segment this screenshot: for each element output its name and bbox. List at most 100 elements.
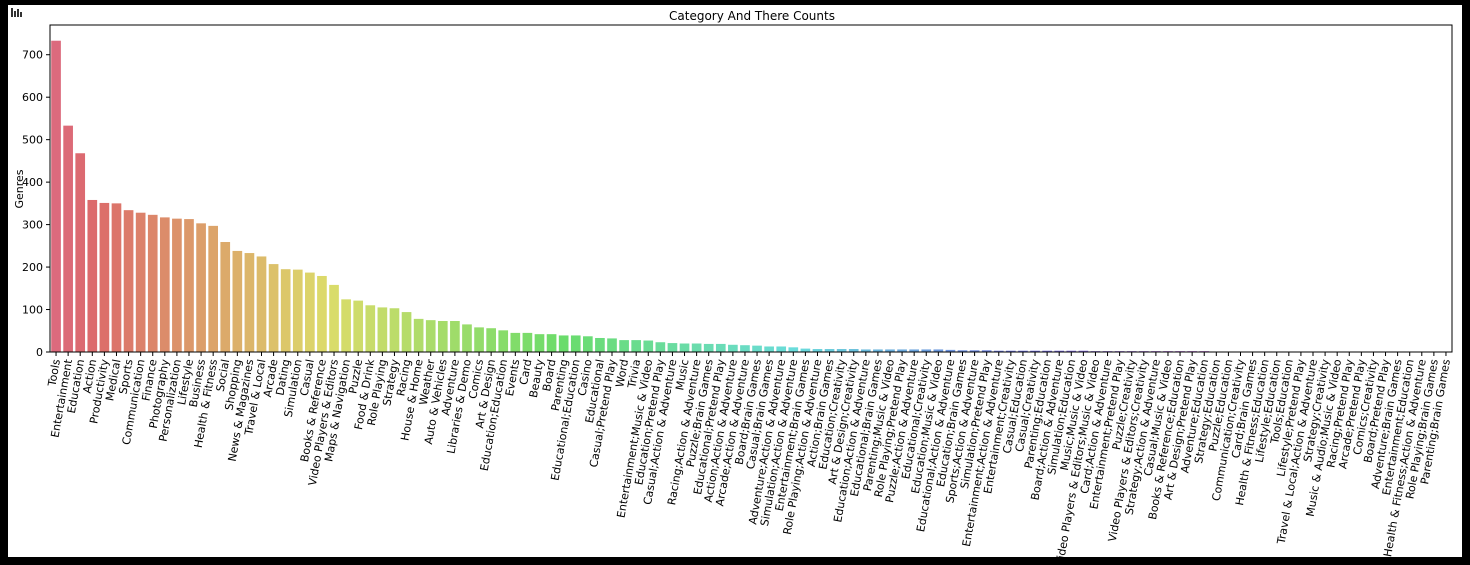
bar [1018,350,1028,352]
bar [268,264,279,352]
bar [764,346,774,352]
x-tick-label: Card [517,358,534,386]
bar [184,219,194,352]
bar [740,345,750,352]
bar [945,349,956,352]
bar [631,340,642,352]
bar [123,210,134,352]
bar [99,202,110,352]
bar [1042,350,1052,352]
bar [570,335,581,352]
x-tick-label: Sports [117,358,136,395]
bar [87,199,98,352]
bar [679,343,690,352]
bar [558,335,569,352]
bar [546,334,557,352]
bar [401,312,412,352]
bar [51,40,61,353]
bar [691,343,702,352]
bar [836,349,847,352]
x-tick-label: Tools [45,358,63,388]
plot-frame [49,24,1453,353]
bar [667,343,678,352]
y-tick-label: 200 [22,261,43,274]
bar [232,250,243,352]
bar [776,346,787,352]
y-tick-label: 600 [22,91,43,104]
bar [510,332,521,352]
bar [280,269,291,352]
bar [437,320,448,352]
x-tick-label: Casual [298,358,317,397]
bar [909,349,919,352]
bar [413,318,424,352]
x-tick-label: Events [503,358,522,397]
bar [341,299,351,352]
bar [583,336,593,352]
bar [957,350,968,352]
bar [474,327,484,352]
bar [1030,350,1040,352]
y-tick-label: 500 [22,134,43,147]
x-tick-label: Casino [576,358,595,397]
bar [981,350,992,352]
bar [135,212,146,352]
bar [317,275,327,352]
bar [595,337,605,352]
x-tick-label: Word [613,358,631,388]
bar [159,217,170,352]
x-tick-label: Social [214,358,232,392]
bar [873,349,883,352]
x-tick-label: Action [80,358,99,394]
x-tick-label: Music [673,358,691,391]
bar [752,345,762,352]
bar [933,349,944,352]
y-tick-label: 100 [22,304,43,317]
y-axis-label: Genres [13,169,26,208]
y-tick-label: 300 [22,219,43,232]
chart-icon [11,8,22,17]
bar [292,269,303,352]
bar [196,223,206,352]
bar [329,284,339,352]
x-tick-label: Trivia [625,358,643,390]
bar [969,350,980,352]
bar [462,324,472,352]
bar [220,242,231,352]
bar [860,349,871,352]
bar [824,349,835,352]
bar [921,349,932,352]
bar [728,344,738,352]
bar [643,340,654,352]
bar [389,308,400,352]
y-tick-label: 700 [22,49,43,62]
bar [75,153,86,352]
bar [111,203,122,352]
bar [1078,350,1089,352]
bar [256,256,267,352]
y-tick-label: 400 [22,176,43,189]
bar [63,125,73,353]
bar [172,218,182,352]
x-tick-label: Racing [394,358,413,397]
x-tick-label: Puzzle [346,358,365,395]
bar [377,307,388,352]
bar [715,343,726,352]
chart-title: Category And There Counts [669,9,835,23]
bar [208,225,218,352]
bar [897,349,907,352]
bar [1006,350,1016,352]
bar [848,349,859,352]
x-tick-label: Board [540,358,558,392]
bar [498,330,509,352]
bar [486,328,496,352]
bar [305,272,315,352]
bar [147,214,158,352]
bar [244,253,255,352]
bar [1054,350,1065,352]
y-tick-label: 0 [36,346,43,359]
bar [788,347,799,352]
bar [450,320,460,352]
